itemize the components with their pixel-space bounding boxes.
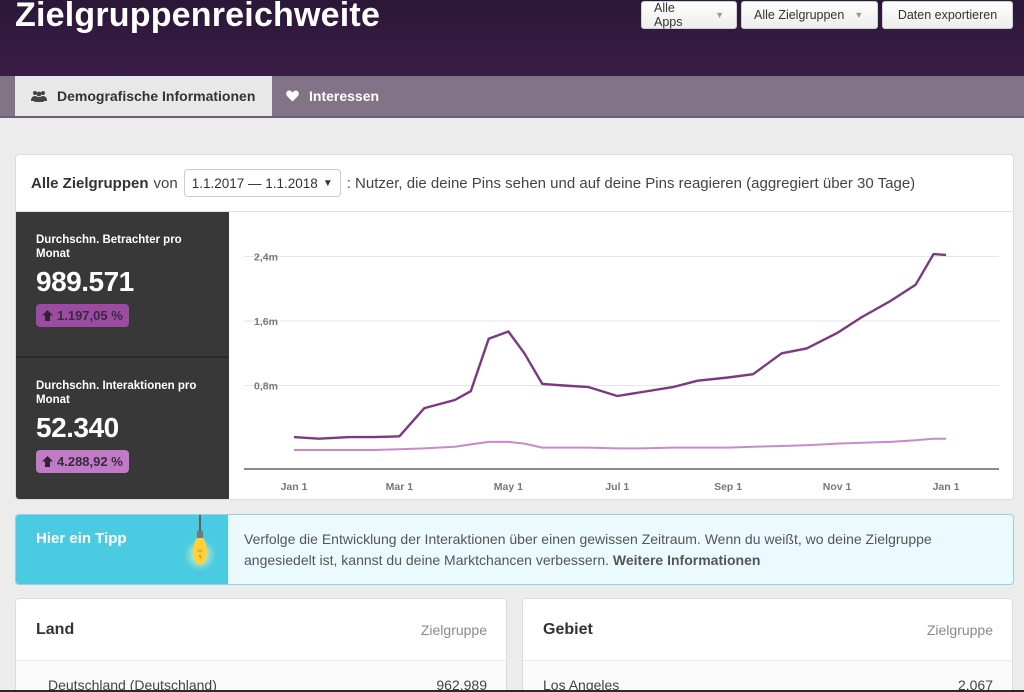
window-edge [0,690,1024,692]
tab-demographics-label: Demografische Informationen [57,88,256,104]
row-value: 2.067 [957,677,993,692]
audiences-dropdown-label: Alle Zielgruppen [754,8,845,22]
row-name: Los Angeles [543,677,620,692]
von-label: von [153,174,178,192]
export-data-label: Daten exportieren [897,8,998,22]
stat-label: Durchschn. Interaktionen pro Monat [36,380,197,406]
tab-interests[interactable]: Interessen [272,76,397,116]
arrow-up-icon [42,310,53,321]
row-name: Deutschland (Deutschland) [48,677,217,692]
tip-text: Verfolge die Entwicklung der Interaktion… [244,531,932,568]
country-table: Land Zielgruppe Deutschland (Deutschland… [15,598,507,692]
lightbulb-icon [184,515,216,571]
change-badge: 4.288,92 % [36,450,129,473]
page-title: Zielgruppenreichweite [15,0,381,34]
svg-text:Jan 1: Jan 1 [933,481,960,493]
apps-dropdown[interactable]: Alle Apps ▼ [641,1,737,29]
svg-text:May 1: May 1 [494,481,523,493]
stat-label: Durchschn. Betrachter pro Monat [36,234,182,260]
svg-text:Sep 1: Sep 1 [714,481,742,493]
date-range-selector[interactable]: 1.1.2017 — 1.1.2018 ▼ [183,169,341,197]
change-badge: 1.197,05 % [36,304,129,327]
series-line [293,252,947,440]
heart-icon [286,90,299,102]
reach-line-chart: 0,8m 1,6m 2,4m Jan 1 Mar 1 May 1 Jul 1 Sep 1 Nov… [229,212,1013,499]
header-actions: Alle Apps ▼ Alle Zielgruppen ▼ Daten exp… [641,1,1013,29]
table-title: Land [36,620,75,638]
row-value: 962.989 [436,677,487,692]
export-data-button[interactable]: Daten exportieren [882,1,1013,29]
apps-dropdown-label: Alle Apps [654,1,683,29]
svg-text:0,8m: 0,8m [254,381,278,393]
svg-text:Jul 1: Jul 1 [605,481,629,493]
tab-bar: Demografische Informationen Interessen [0,76,1024,118]
arrow-up-icon [42,456,53,467]
stat-interactions: Durchschn. Interaktionen pro Monat 52.34… [16,356,229,499]
more-info-link[interactable]: Weitere Informationen [612,552,761,568]
tip-title: Hier ein Tipp [36,530,127,547]
people-icon [31,91,47,102]
region-table: Gebiet Zielgruppe Los Angeles 2.067 [522,598,1013,692]
stat-value: 52.340 [36,412,119,443]
date-range-value: 1.1.2017 — 1.1.2018 [191,175,318,191]
svg-text:Jan 1: Jan 1 [281,481,308,493]
chart-canvas: 0,8m 1,6m 2,4m Jan 1 Mar 1 May 1 Jul 1 Sep 1 Nov… [244,252,999,493]
table-row: Deutschland (Deutschland) 962.989 [16,661,506,692]
overview-description: : Nutzer, die deine Pins sehen und auf d… [346,174,916,192]
svg-text:2,4m: 2,4m [254,252,278,264]
audience-label: Alle Zielgruppen [31,174,149,192]
page-header: Zielgruppenreichweite Alle Apps ▼ Alle Z… [0,0,1024,76]
column-header: Zielgruppe [420,621,487,638]
audiences-dropdown[interactable]: Alle Zielgruppen ▼ [741,1,878,29]
overview-header: Alle Zielgruppen von 1.1.2017 — 1.1.2018… [16,155,1013,212]
svg-text:Mar 1: Mar 1 [386,481,414,493]
table-header: Gebiet Zielgruppe [523,599,1012,661]
stats-panel: Durchschn. Betrachter pro Monat 989.571 … [16,212,229,499]
stat-value: 989.571 [36,266,134,297]
change-value: 4.288,92 % [57,454,123,469]
stat-viewers: Durchschn. Betrachter pro Monat 989.571 … [16,212,229,356]
series-line [294,437,946,451]
column-header: Zielgruppe [926,621,993,638]
chevron-down-icon: ▼ [715,10,724,20]
chevron-down-icon: ▼ [322,177,333,189]
chevron-down-icon: ▼ [854,10,864,20]
audience-overview-card: Alle Zielgruppen von 1.1.2017 — 1.1.2018… [15,154,1014,500]
change-value: 1.197,05 % [57,308,123,323]
tip-header: Hier ein Tipp [16,515,228,584]
svg-text:Nov 1: Nov 1 [823,481,852,493]
tab-demographics[interactable]: Demografische Informationen [15,76,272,116]
table-row: Los Angeles 2.067 [523,661,1012,692]
tip-banner: Hier ein Tipp Verfolge die Entwicklung d… [15,514,1014,585]
table-header: Land Zielgruppe [16,599,506,661]
svg-text:1,6m: 1,6m [254,316,278,328]
tab-interests-label: Interessen [309,88,380,104]
table-title: Gebiet [543,620,593,638]
tip-body: Verfolge die Entwicklung der Interaktion… [244,529,984,571]
